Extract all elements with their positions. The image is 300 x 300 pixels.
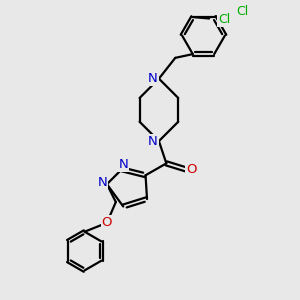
Text: N: N bbox=[148, 72, 158, 85]
Text: O: O bbox=[186, 163, 196, 176]
Text: N: N bbox=[148, 135, 158, 148]
Text: O: O bbox=[102, 216, 112, 229]
Text: Cl: Cl bbox=[236, 5, 249, 18]
Text: N: N bbox=[118, 158, 128, 171]
Text: Cl: Cl bbox=[218, 13, 230, 26]
Text: N: N bbox=[98, 176, 107, 189]
